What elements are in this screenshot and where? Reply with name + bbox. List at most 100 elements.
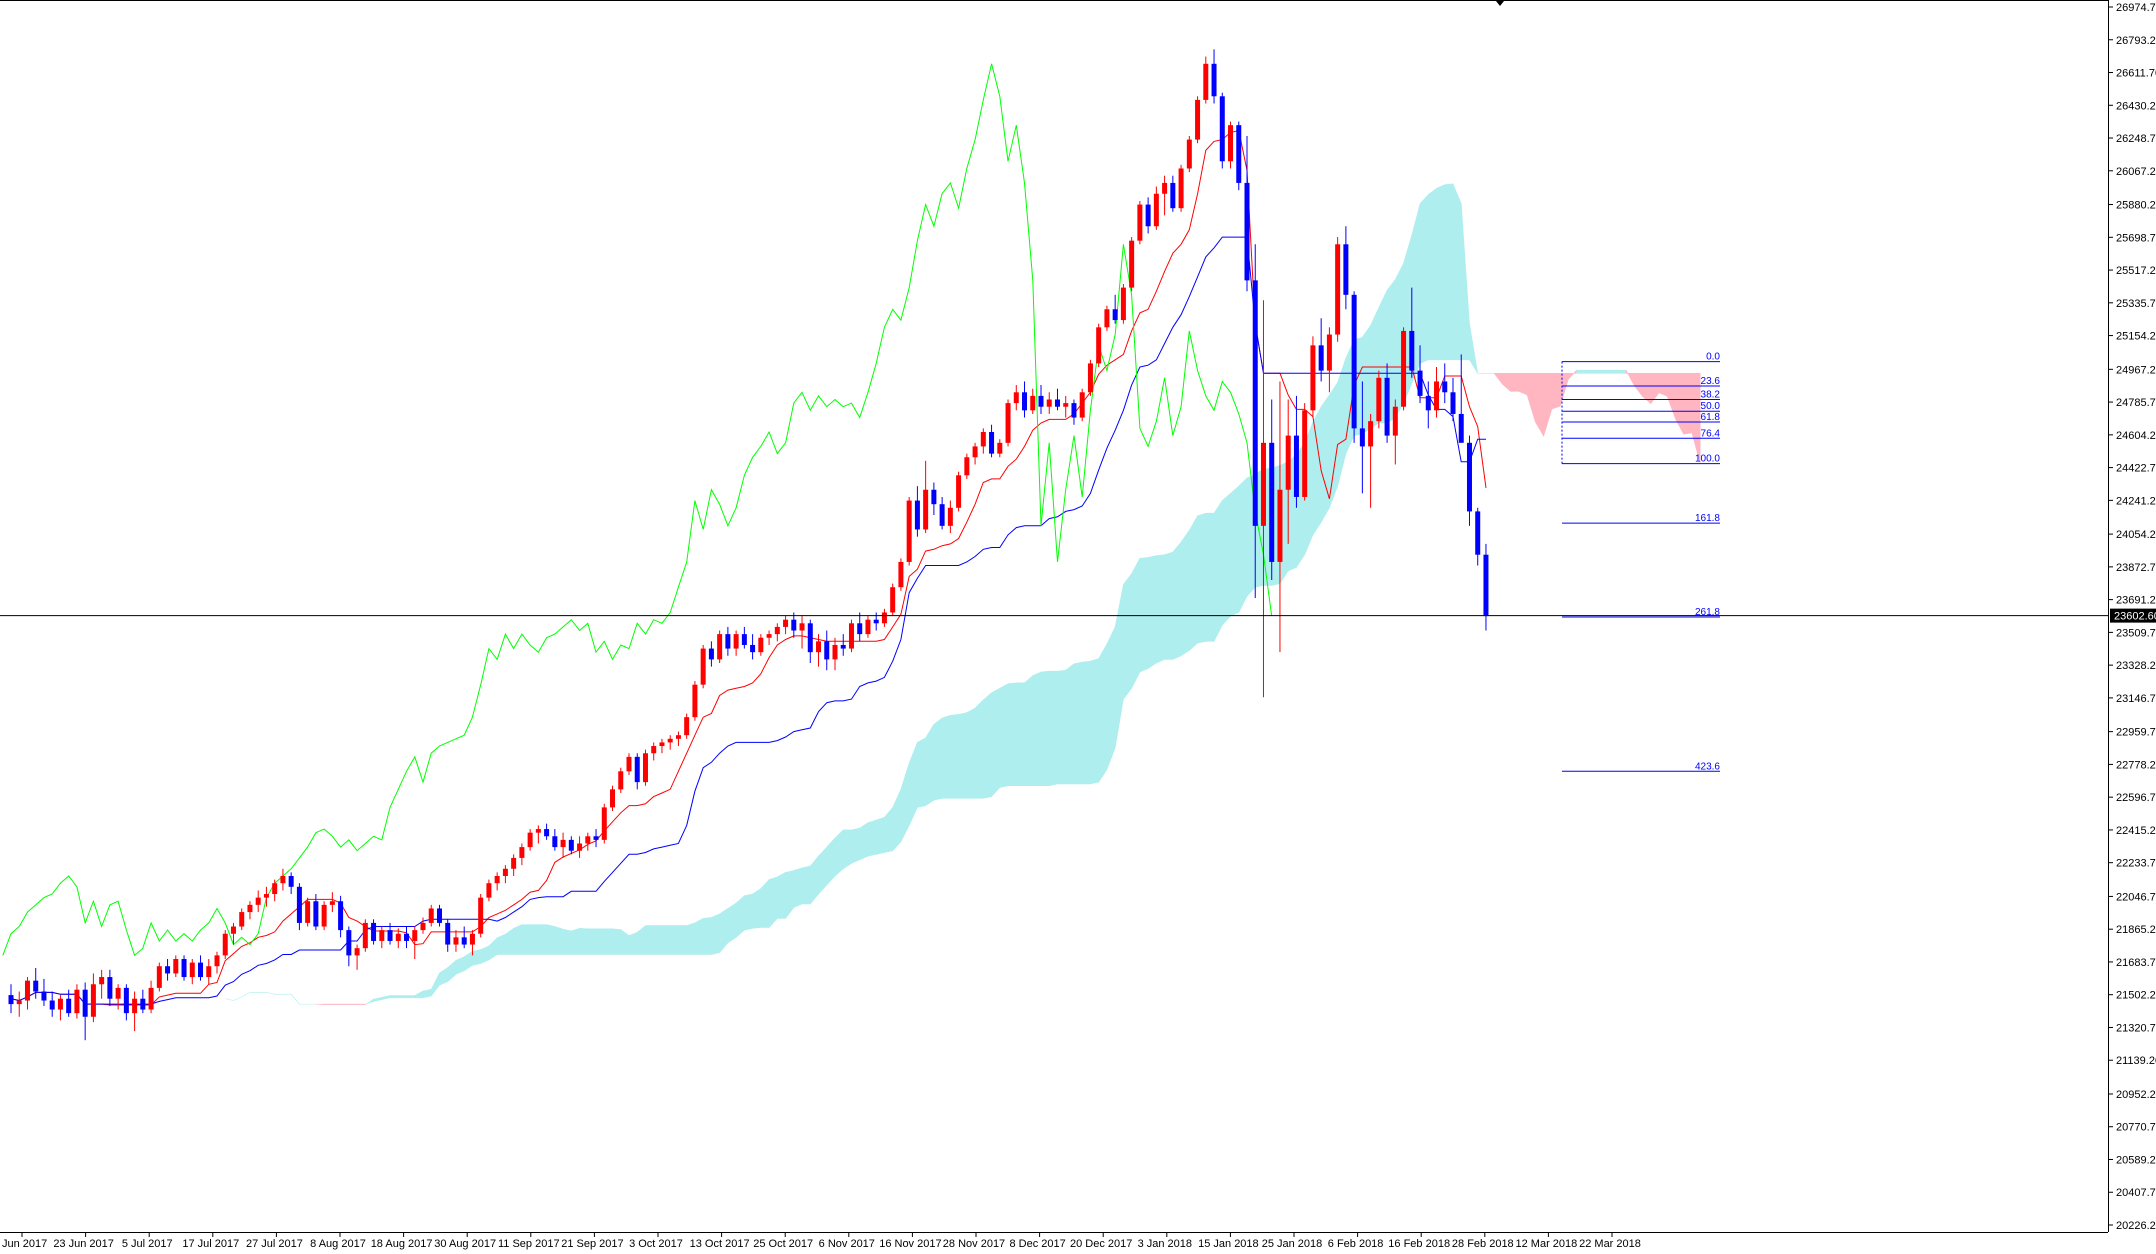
- y-tick-label: 22959.70: [2116, 727, 2156, 739]
- candle-body: [1260, 442, 1266, 526]
- candle-body: [1392, 406, 1398, 436]
- candle-body: [931, 489, 937, 505]
- kumo-segment: [1040, 670, 1050, 787]
- candle-body: [8, 995, 14, 1005]
- fib-level-label: 38.2: [1701, 389, 1721, 400]
- candle-body: [783, 619, 789, 627]
- candle-body: [24, 980, 30, 1001]
- x-tick-label: 8 Aug 2017: [310, 1238, 366, 1250]
- x-tick-label: 28 Nov 2017: [943, 1238, 1005, 1250]
- candle-body: [148, 987, 154, 1010]
- x-tick-label: 5 Jul 2017: [122, 1238, 173, 1250]
- fib-level-label: 423.6: [1695, 761, 1720, 772]
- candle-body: [824, 641, 830, 660]
- kumo-segment: [1057, 669, 1067, 785]
- kumo-segment: [1683, 373, 1693, 435]
- candle-body: [1285, 435, 1291, 490]
- kumo-segment: [678, 925, 687, 955]
- kumo-segment: [1180, 529, 1190, 657]
- candle-body: [263, 894, 269, 898]
- kumo-segment: [1452, 183, 1462, 361]
- candle-body: [1434, 381, 1440, 411]
- x-tick-label: 25 Jan 2018: [1262, 1238, 1323, 1250]
- y-tick-label: 24241.20: [2116, 495, 2156, 507]
- kumo-segment: [406, 995, 416, 999]
- candle-body: [247, 904, 253, 913]
- candle-body: [585, 836, 591, 844]
- candle-body: [1277, 489, 1283, 562]
- candle-body: [1162, 182, 1168, 194]
- y-tick-label: 20226.20: [2116, 1220, 2156, 1232]
- kumo-segment: [1427, 187, 1437, 361]
- current-price-marker: 23602.60: [0, 608, 2156, 623]
- kumo-segment: [933, 717, 943, 801]
- kumo-segment: [917, 737, 926, 808]
- y-tick-label: 22778.20: [2116, 759, 2156, 771]
- candle-body: [774, 626, 780, 635]
- candle-body: [733, 634, 739, 649]
- kumo-segment: [702, 917, 712, 955]
- kumo-segment: [1691, 373, 1701, 464]
- candle-body: [412, 930, 418, 941]
- candle-body: [90, 984, 96, 1017]
- current-price-label: 23602.60: [2114, 611, 2156, 623]
- kumo-segment: [991, 687, 1001, 798]
- fibonacci-retracement[interactable]: 0.0 23.6 38.250.061.8 76.4 100.0 161.8 261.8 42…: [1561, 352, 1721, 773]
- candle-body: [634, 756, 640, 783]
- candle-body: [1310, 345, 1316, 411]
- x-tick-label: 8 Dec 2017: [1009, 1238, 1065, 1250]
- candle-body: [610, 789, 616, 808]
- kumo-segment: [538, 924, 547, 955]
- fib-level-label: 50.0: [1701, 401, 1721, 412]
- candle-body: [848, 623, 854, 649]
- y-tick-label: 26067.20: [2116, 166, 2156, 178]
- kumo-segment: [1362, 324, 1371, 435]
- kumo-segment: [1617, 369, 1627, 374]
- x-tick-label: 27 Jul 2017: [246, 1238, 303, 1250]
- candle-body: [321, 904, 327, 927]
- kumo-segment: [579, 928, 589, 955]
- kumo-segment: [595, 928, 605, 955]
- kumo-segment: [1073, 661, 1083, 785]
- candle-body: [296, 886, 302, 923]
- candle-body: [428, 908, 434, 923]
- kijun-sen-line: [10, 236, 1486, 1005]
- candle-body: [865, 619, 871, 635]
- kumo-segment: [859, 822, 869, 861]
- candle-body: [577, 843, 583, 851]
- candle-body: [1063, 403, 1069, 407]
- kumo-segment: [1081, 660, 1091, 785]
- chart-shift-marker-icon[interactable]: [1496, 1, 1504, 6]
- y-tick-label: 25335.70: [2116, 298, 2156, 310]
- candle-body: [1203, 63, 1209, 100]
- candle-body: [33, 980, 39, 992]
- y-tick-label: 26974.70: [2116, 2, 2156, 14]
- candle-body: [338, 901, 344, 931]
- candle-body: [49, 1000, 55, 1010]
- kumo-segment: [1444, 183, 1454, 361]
- candle-body: [1351, 294, 1357, 429]
- x-tick-label: Jun 2017: [2, 1238, 47, 1250]
- candle-body: [420, 922, 426, 931]
- candle-body: [989, 431, 995, 454]
- y-tick-label: 26611.70: [2116, 68, 2156, 80]
- candle-body: [1368, 421, 1374, 447]
- kumo-segment: [842, 829, 852, 870]
- candle-body: [898, 561, 904, 588]
- kumo-segment: [958, 712, 968, 799]
- x-tick-label: 15 Jan 2018: [1198, 1238, 1259, 1250]
- candle-body: [832, 644, 838, 660]
- kumo-segment: [1658, 373, 1668, 397]
- candle-body: [947, 507, 953, 526]
- y-tick-label: 22415.20: [2116, 825, 2156, 837]
- candle-body: [1318, 345, 1324, 371]
- kumo-segment: [694, 917, 704, 955]
- candle-body: [132, 998, 138, 1014]
- candle-body: [1326, 334, 1332, 371]
- kumo-segment: [1609, 369, 1619, 374]
- candle-body: [1442, 381, 1448, 393]
- candle-body: [1022, 392, 1028, 411]
- kumo-segment: [612, 928, 622, 955]
